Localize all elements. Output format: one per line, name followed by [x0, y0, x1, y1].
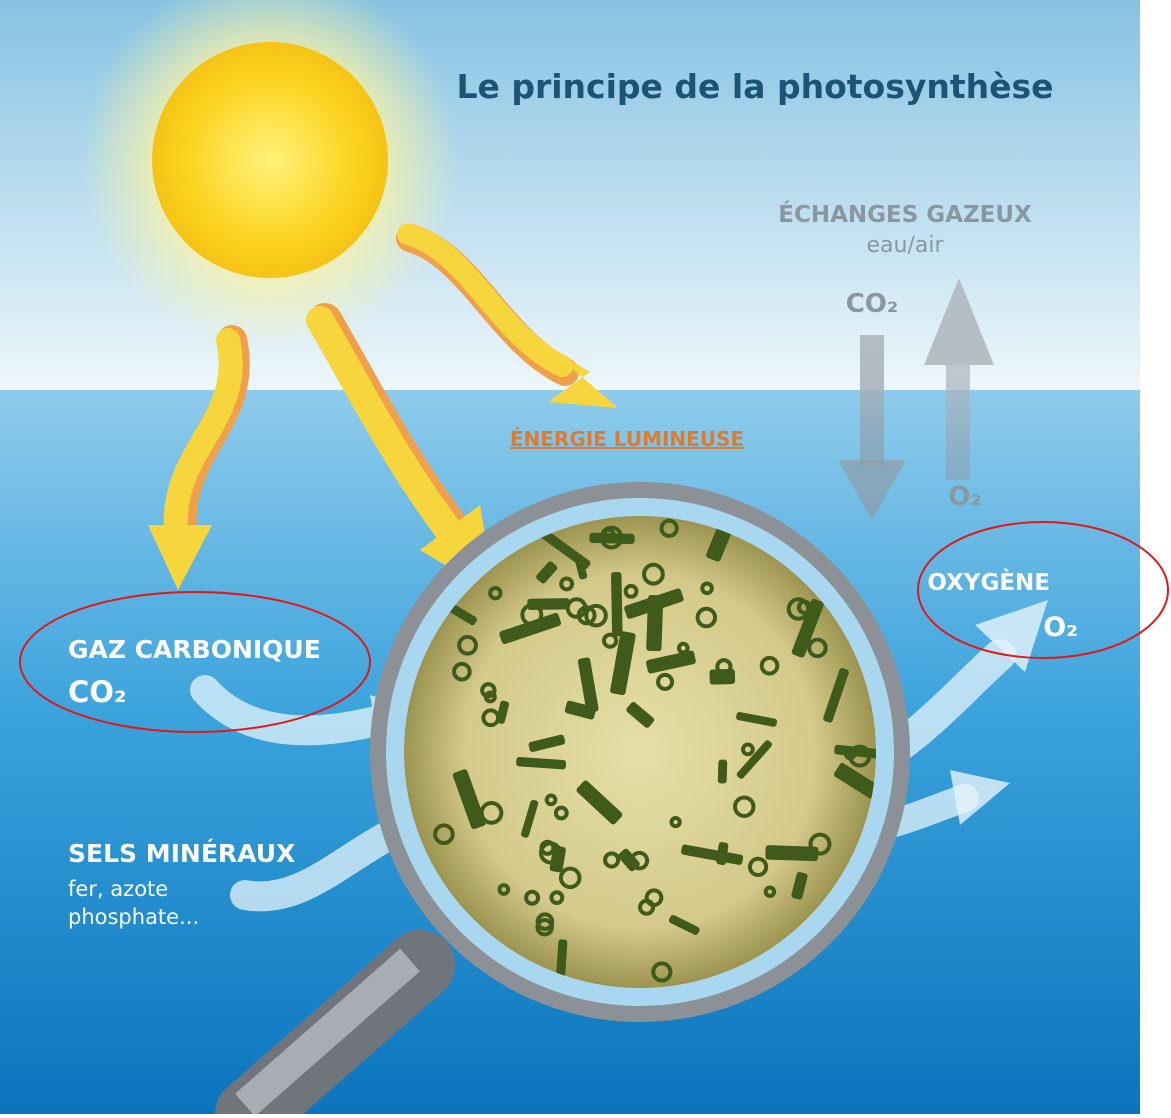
- oxygen-formula: O₂: [1043, 612, 1078, 643]
- minerals-line: phosphate...: [68, 905, 199, 929]
- oxygen-title: OXYGÈNE: [927, 568, 1050, 596]
- minerals-line: fer, azote: [68, 877, 168, 901]
- microbe: [718, 760, 728, 784]
- minerals-title: SELS MINÉRAUX: [68, 839, 295, 868]
- exchange-co2: CO₂: [846, 289, 899, 319]
- page: Le principe de la photosynthèse ÉCHANGES…: [0, 0, 1171, 1114]
- exchange-subtitle: eau/air: [866, 233, 944, 258]
- exchange-title: ÉCHANGES GAZEUX: [778, 200, 1032, 228]
- microbe: [765, 845, 818, 861]
- title: Le principe de la photosynthèse: [456, 67, 1053, 106]
- microbe: [527, 598, 570, 610]
- carbon-title: GAZ CARBONIQUE: [68, 635, 321, 664]
- diagram: Le principe de la photosynthèse ÉCHANGES…: [0, 0, 1171, 1114]
- energy-label: ÉNERGIE LUMINEUSE: [510, 427, 744, 451]
- microbe: [611, 572, 623, 637]
- microbe: [646, 595, 663, 651]
- carbon-formula: CO₂: [68, 675, 127, 709]
- sun: [152, 42, 388, 278]
- exchange-o2: O₂: [948, 482, 982, 512]
